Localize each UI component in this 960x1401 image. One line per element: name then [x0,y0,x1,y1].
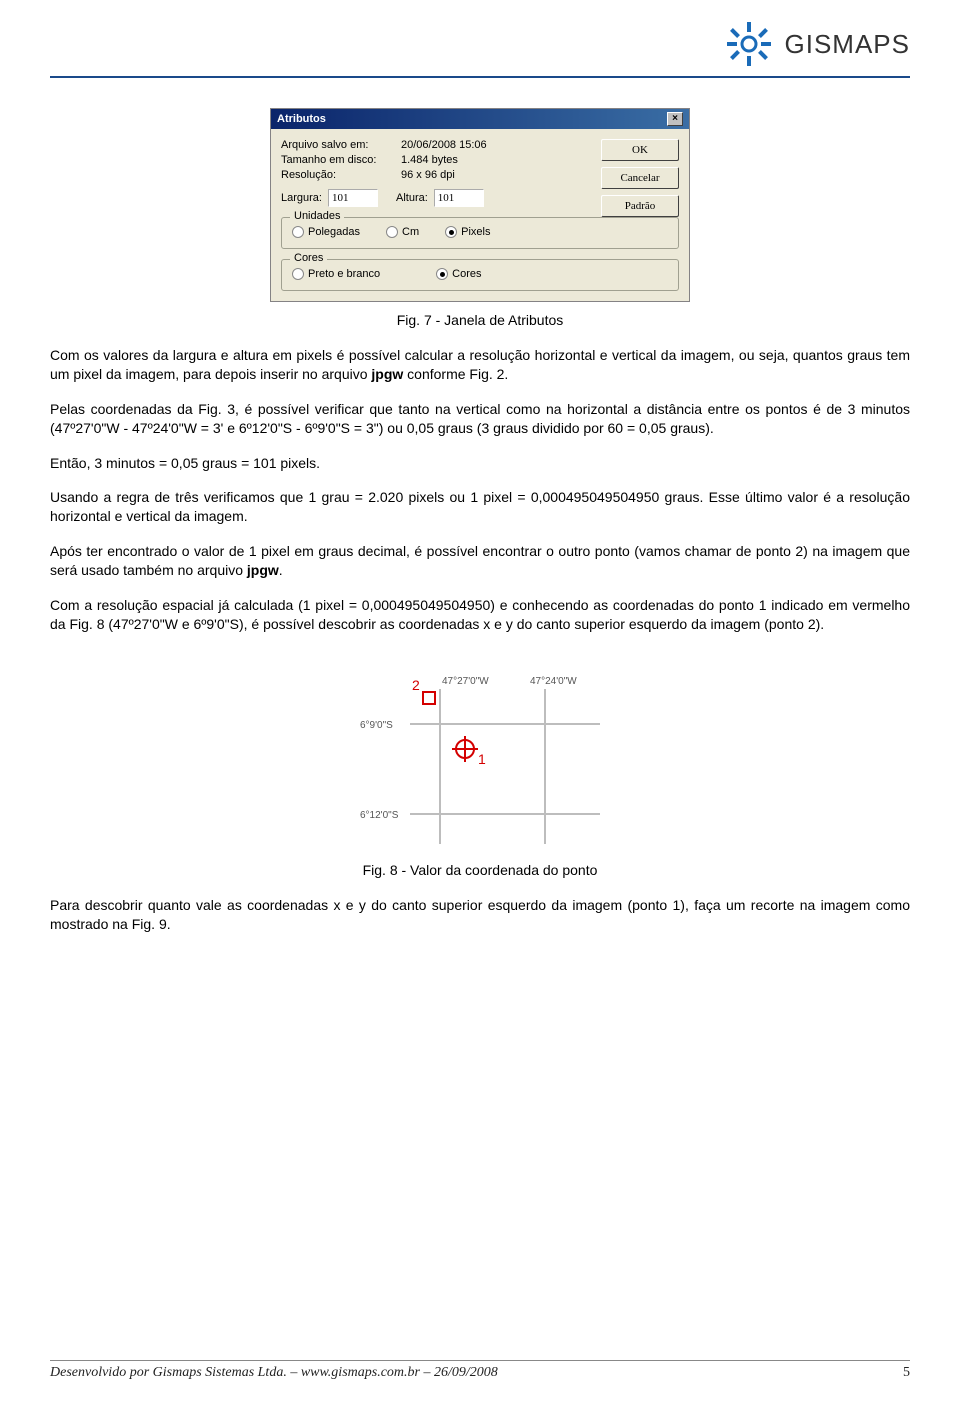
fig8-svg: 2 1 47°27'0"W 47°24'0"W 6°9'0"S 6°12'0"S [350,654,610,854]
fig8-figure: 2 1 47°27'0"W 47°24'0"W 6°9'0"S 6°12'0"S [50,654,910,854]
fig7-caption: Fig. 7 - Janela de Atributos [50,312,910,328]
height-label: Altura: [396,192,428,204]
page-header: GISMAPS [50,20,910,78]
units-fieldset: Unidades Polegadas Cm Pixels [281,217,679,249]
radio-cm[interactable]: Cm [386,226,419,238]
para-5: Após ter encontrado o valor de 1 pixel e… [50,542,910,580]
size-value: 1.484 bytes [401,154,581,166]
para-7: Para descobrir quanto vale as coordenada… [50,896,910,934]
attributes-dialog: Atributos × OK Cancelar Padrão Arquivo s… [270,108,690,302]
fig8-label-2: 2 [412,677,420,693]
fig8-label-1: 1 [478,751,486,767]
para-2: Pelas coordenadas da Fig. 3, é possível … [50,400,910,438]
page-footer: Desenvolvido por Gismaps Sistemas Ltda. … [50,1360,910,1381]
logo-text: GISMAPS [785,29,910,60]
units-legend: Unidades [290,210,344,222]
close-icon[interactable]: × [667,112,683,126]
width-input[interactable] [328,189,378,207]
para-4: Usando a regra de três verificamos que 1… [50,488,910,526]
para-3: Então, 3 minutos = 0,05 graus = 101 pixe… [50,454,910,473]
size-label: Tamanho em disco: [281,154,401,166]
fig8-leftbottom: 6°12'0"S [360,810,399,821]
dialog-figure: Atributos × OK Cancelar Padrão Arquivo s… [50,108,910,302]
dialog-titlebar: Atributos × [271,109,689,129]
para-6: Com a resolução espacial já calculada (1… [50,596,910,634]
radio-pixels[interactable]: Pixels [445,226,490,238]
footer-text: Desenvolvido por Gismaps Sistemas Ltda. … [50,1365,498,1381]
fig8-lefttop: 6°9'0"S [360,720,393,731]
default-button[interactable]: Padrão [601,195,679,217]
page-number: 5 [903,1365,910,1381]
height-input[interactable] [434,189,484,207]
res-label: Resolução: [281,169,401,181]
radio-bw[interactable]: Preto e branco [292,268,380,280]
width-label: Largura: [281,192,322,204]
saved-value: 20/06/2008 15:06 [401,139,581,151]
fig8-caption: Fig. 8 - Valor da coordenada do ponto [50,862,910,878]
radio-color[interactable]: Cores [436,268,481,280]
colors-fieldset: Cores Preto e branco Cores [281,259,679,291]
radio-inches[interactable]: Polegadas [292,226,360,238]
res-value: 96 x 96 dpi [401,169,581,181]
logo-icon [725,20,773,68]
colors-legend: Cores [290,252,327,264]
dialog-title: Atributos [277,113,326,125]
ok-button[interactable]: OK [601,139,679,161]
fig8-topright: 47°24'0"W [530,676,577,687]
cancel-button[interactable]: Cancelar [601,167,679,189]
para-1: Com os valores da largura e altura em pi… [50,346,910,384]
saved-label: Arquivo salvo em: [281,139,401,151]
fig8-topleft: 47°27'0"W [442,676,489,687]
